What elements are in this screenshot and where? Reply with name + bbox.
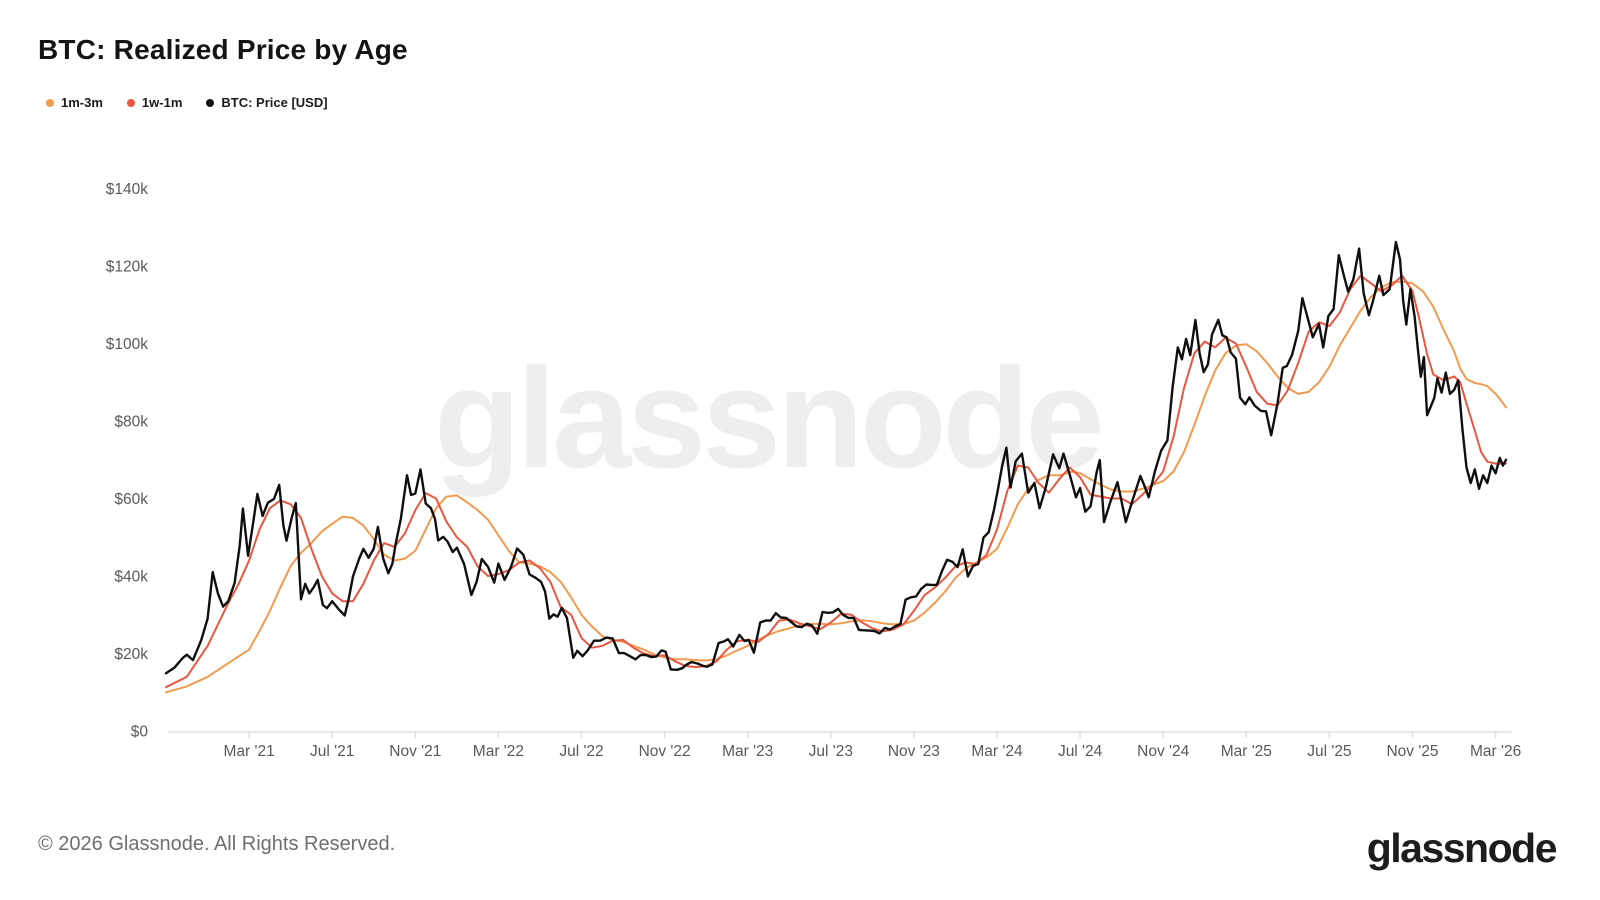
legend-dot-red-icon — [126, 98, 135, 107]
x-axis-label: Mar '24 — [971, 743, 1023, 760]
x-axis-label: Nov '23 — [888, 743, 940, 760]
x-axis-label: Mar '22 — [473, 743, 524, 760]
y-axis-label: $140k — [106, 181, 148, 198]
x-axis-label: Jul '25 — [1307, 743, 1351, 760]
y-axis-label: $20k — [114, 646, 148, 663]
legend-item-1m-3m[interactable]: 1m-3m — [46, 95, 103, 110]
x-axis-label: Nov '21 — [389, 743, 441, 760]
y-axis-label: $60k — [114, 491, 148, 508]
glassnode-logo[interactable]: glassnode — [1366, 825, 1558, 871]
glassnode-watermark: glassnode — [434, 339, 1104, 498]
legend-item-1w-1m[interactable]: 1w-1m — [126, 95, 183, 110]
y-axis-label: $0 — [131, 724, 149, 741]
legend-label: 1w-1m — [141, 95, 183, 110]
x-axis-label: Mar '23 — [722, 743, 773, 760]
legend-item-btc-price[interactable]: BTC: Price [USD] — [206, 95, 328, 110]
copyright-text: © 2026 Glassnode. All Rights Reserved. — [38, 833, 396, 855]
x-axis-label: Mar '26 — [1470, 743, 1521, 760]
x-axis-label: Nov '22 — [639, 743, 691, 760]
y-axis-label: $40k — [114, 569, 148, 586]
y-axis-label: $120k — [106, 259, 148, 276]
x-axis-label: Nov '24 — [1137, 743, 1189, 760]
chart-legend: 1m-3m 1w-1m BTC: Price [USD] — [46, 95, 328, 110]
x-axis-label: Jul '22 — [559, 743, 603, 760]
legend-dot-orange-icon — [46, 98, 54, 107]
x-axis-label: Mar '25 — [1221, 743, 1272, 760]
x-axis-label: Jul '23 — [809, 743, 853, 760]
legend-dot-black-icon — [206, 98, 215, 107]
x-axis-label: Jul '21 — [310, 743, 354, 760]
page-title: BTC: Realized Price by Age — [38, 34, 408, 65]
series-line-1m-3m — [165, 280, 1507, 694]
x-axis-label: Jul '24 — [1058, 743, 1103, 760]
y-axis-label: $100k — [106, 336, 148, 353]
x-axis-label: Mar '21 — [223, 743, 274, 760]
series-line-1w-1m — [165, 274, 1507, 689]
legend-label: 1m-3m — [61, 95, 103, 110]
series-line-btc-price-usd- — [164, 240, 1508, 675]
legend-label: BTC: Price [USD] — [221, 95, 328, 110]
x-axis-label: Nov '25 — [1386, 743, 1438, 760]
y-axis-label: $80k — [114, 414, 148, 431]
